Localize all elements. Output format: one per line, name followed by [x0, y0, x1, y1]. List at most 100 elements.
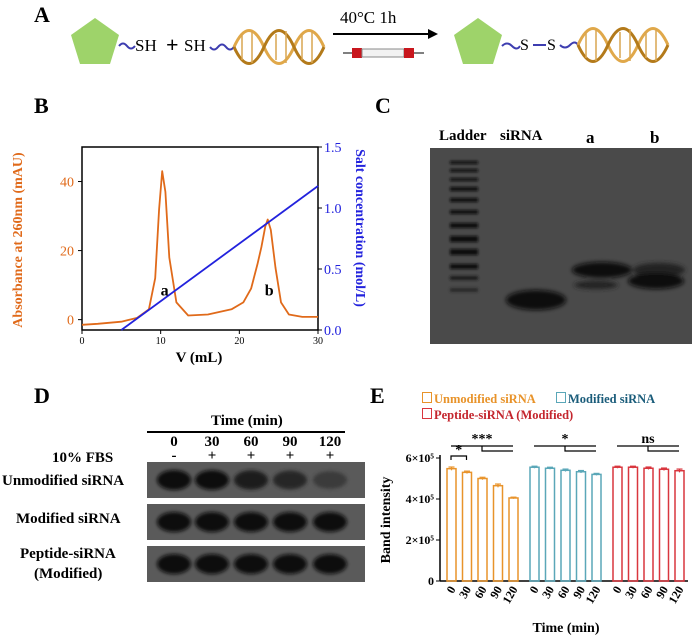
gel-c-image	[430, 148, 692, 344]
legend-item-modified: Modified siRNA	[556, 392, 655, 407]
gel-d-fbs-sign-90: +	[285, 448, 295, 464]
x-tick-label: 10	[156, 336, 166, 347]
salt-gradient-line	[120, 185, 319, 331]
y-right-tick-label: 1.0	[324, 202, 342, 217]
thiol-group-2: SH	[184, 36, 206, 55]
bar	[446, 467, 457, 582]
product-linker-1	[501, 42, 521, 50]
bar	[575, 470, 587, 582]
bar	[591, 473, 602, 582]
bar	[461, 471, 473, 582]
reaction-condition: 40°C 1h	[340, 8, 397, 27]
bar	[529, 466, 540, 582]
x-tick-label: 30	[313, 336, 323, 347]
y-right-tick-label: 0.0	[324, 324, 342, 339]
gel-c-lane-label-sirna: siRNA	[500, 128, 543, 144]
y-left-tick-label: 20	[60, 245, 74, 260]
gel-d-band	[234, 470, 268, 490]
gel-d-band	[273, 554, 307, 574]
lane-b-upper-band	[633, 263, 685, 277]
gel-d-fbs-label: 10% FBS	[52, 450, 114, 466]
sig-bracket	[617, 445, 679, 452]
bar	[508, 497, 519, 582]
bar-x-tick-label: 120	[499, 584, 520, 607]
legend-item-unmodified: Unmodified siRNA	[422, 392, 536, 407]
chromatogram-frame	[81, 146, 319, 331]
bar	[627, 466, 639, 582]
gel-d-row-label-peptide-line2: (Modified)	[34, 566, 103, 582]
linker-2	[209, 43, 235, 51]
gel-d-fbs-sign-0: -	[171, 448, 177, 464]
gel-d-time-header: Time (min)	[211, 413, 283, 429]
bar	[658, 468, 670, 582]
bar	[643, 467, 654, 582]
panel-letter-c: C	[375, 93, 391, 118]
thiol-group-1: SH	[135, 36, 157, 55]
gel-d-band	[313, 554, 347, 574]
bar-y-tick-label: 6×10⁵	[406, 451, 435, 465]
legend-swatch-modified	[556, 392, 566, 403]
gel-d-time-0: 0	[170, 434, 178, 450]
bar-x-axis-label: Time (min)	[532, 621, 599, 636]
sig-bracket	[534, 445, 596, 452]
product-pentagon-icon	[454, 18, 502, 64]
bar-y-tick-label: 2×10⁵	[406, 533, 435, 547]
ladder-bands	[450, 161, 478, 292]
sirna-band	[506, 290, 566, 310]
reaction-scheme: SH + SH 40°C 1h S S	[71, 8, 670, 65]
linker-1	[118, 42, 136, 50]
absorbance-trace	[81, 170, 318, 326]
bar-y-axis-label: Band intensity	[379, 477, 394, 564]
sig-label: ***	[472, 432, 493, 447]
y-right-axis-label: Salt concentration (mol/L)	[352, 149, 367, 307]
y-left-axis-label: Absorbance at 260nm (mAU)	[11, 152, 26, 328]
heating-tube-icon	[343, 48, 424, 58]
reaction-arrowhead	[428, 29, 438, 39]
gel-d-band	[195, 470, 229, 490]
gel-d-band	[195, 554, 229, 574]
gel-d-band	[313, 471, 347, 489]
gel-d-image	[147, 462, 365, 582]
gel-c-lane-label-b: b	[650, 128, 660, 147]
gel-d-row-label-peptide: Peptide-siRNA	[20, 546, 116, 562]
gel-d-fbs-sign-120: +	[325, 448, 335, 464]
gel-d-band	[313, 512, 347, 532]
peak-label-b: b	[265, 282, 274, 299]
bar	[492, 484, 504, 582]
lane-b-main-band	[628, 273, 684, 289]
y-left-tick-label: 40	[60, 176, 74, 191]
gel-d-band	[195, 512, 229, 532]
gel-d-fbs-sign-30: +	[207, 448, 217, 464]
gel-c-lane-label-ladder: Ladder	[439, 128, 487, 144]
bar	[544, 467, 556, 582]
peptide-pentagon-icon	[71, 18, 119, 64]
gel-d-fbs-sign-60: +	[246, 448, 256, 464]
panel-letter-e: E	[370, 383, 385, 408]
sig-bracket	[450, 455, 468, 460]
y-right-tick-label: 0.5	[324, 263, 342, 278]
gel-d-band	[157, 512, 191, 532]
gel-d-band	[234, 554, 268, 574]
gel-d-band	[273, 470, 307, 490]
panel-letter-b: B	[34, 93, 49, 118]
gel-d-band	[273, 512, 307, 532]
gel-d-time-30: 30	[204, 434, 220, 450]
gel-d-time-60: 60	[243, 434, 259, 450]
gel-d-time-underline	[147, 431, 345, 433]
bar	[477, 477, 488, 582]
bar-x-tick-label: 120	[582, 584, 603, 607]
y-left-tick-label: 0	[67, 314, 74, 329]
lane-a-lower-band	[574, 281, 618, 289]
bar-y-tick-label: 0	[428, 574, 434, 588]
gel-d-time-90: 90	[282, 434, 298, 450]
disulfide-atom-2: S	[547, 37, 556, 54]
x-tick-label: 20	[234, 336, 244, 347]
gel-c-lane-label-a: a	[586, 128, 595, 147]
bar-y-tick-label: 4×10⁵	[406, 492, 435, 506]
legend-swatch-peptide	[422, 408, 432, 419]
sig-label: *	[455, 443, 462, 458]
panel-letter-d: D	[34, 383, 50, 408]
y-right-tick-label: 1.5	[324, 141, 342, 156]
lane-a-upper-band	[572, 262, 632, 278]
